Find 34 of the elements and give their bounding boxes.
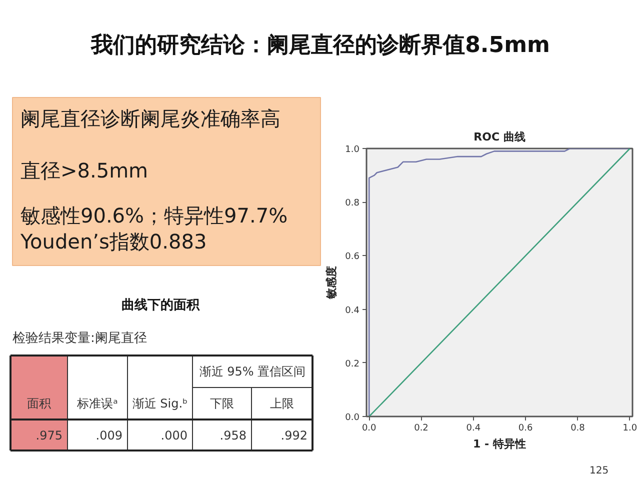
text: 检验结果变量:阑尾直径 bbox=[12, 331, 147, 346]
text: 125 bbox=[589, 466, 609, 476]
x-tick-label: 0.4 bbox=[466, 424, 481, 434]
y-tick-label: 0.4 bbox=[345, 306, 360, 316]
data-label: .992 bbox=[280, 428, 308, 442]
x-tick-label: 0.6 bbox=[518, 424, 534, 434]
category-label: 上限 bbox=[270, 396, 294, 410]
text: 曲线下的面积 bbox=[122, 298, 200, 313]
data-label: .958 bbox=[220, 428, 246, 442]
y-tick-label: 1.0 bbox=[345, 145, 360, 155]
x-tick-label: 0.2 bbox=[414, 424, 428, 434]
category-label: 标准误ᵃ bbox=[76, 396, 118, 410]
category-label: 面积 bbox=[27, 396, 51, 410]
x-tick-label: 1.0 bbox=[622, 424, 638, 434]
data-label: .975 bbox=[36, 428, 62, 442]
text: 直径>8.5mm bbox=[20, 158, 148, 182]
x-tick-label: 0.8 bbox=[570, 424, 586, 434]
data-label: .009 bbox=[96, 428, 122, 442]
text: 阑尾直径诊断阑尾炎准确率高 bbox=[20, 106, 280, 130]
y-tick-label: 0.2 bbox=[345, 359, 360, 370]
y-tick-label: 0.8 bbox=[345, 198, 360, 209]
category-label: 下限 bbox=[210, 396, 234, 410]
x-axis-title: 1 - 特异性 bbox=[473, 438, 526, 450]
y-tick-label: 0.6 bbox=[345, 252, 360, 262]
text: 我们的研究结论：阑尾直径的诊断界值8.5mm bbox=[90, 32, 550, 58]
x-tick-label: 0.0 bbox=[362, 424, 377, 434]
text: 敏感性90.6%；特异性97.7% bbox=[20, 204, 288, 228]
y-axis-title: 敏感度 bbox=[325, 266, 338, 300]
text: Youden’s指数0.883 bbox=[20, 230, 207, 254]
data-label: .000 bbox=[160, 428, 188, 442]
chart-title: ROC 曲线 bbox=[474, 130, 526, 144]
category-label: 渐近 Sig.ᵇ bbox=[132, 396, 188, 410]
y-tick-label: 0.0 bbox=[345, 413, 360, 423]
text: 渐近 95% 置信区间 bbox=[199, 364, 306, 378]
